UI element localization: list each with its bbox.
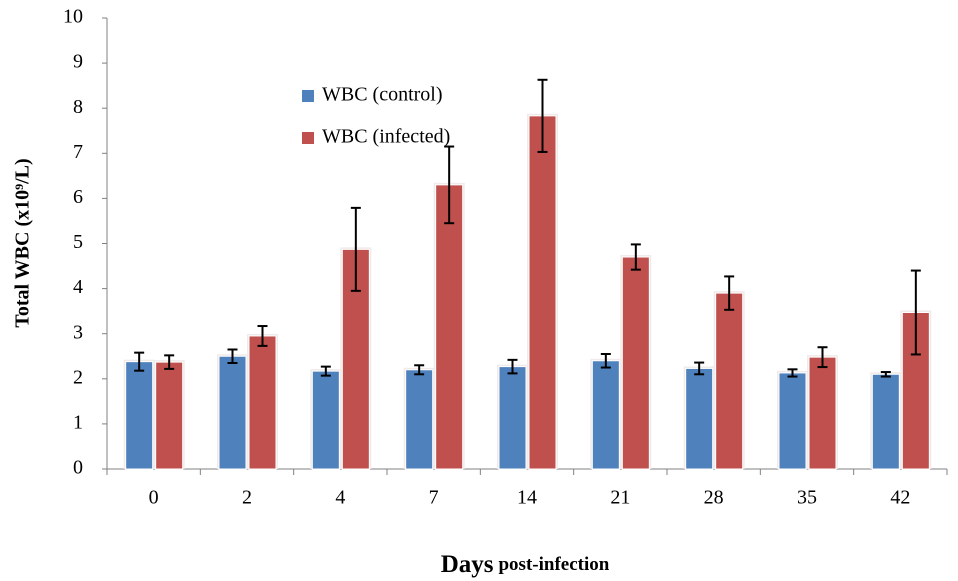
legend-label: WBC (infected) bbox=[322, 126, 450, 148]
bar bbox=[498, 366, 527, 470]
bar bbox=[871, 373, 900, 470]
y-tick-label: 5 bbox=[73, 231, 83, 253]
x-tick-label: 7 bbox=[429, 487, 439, 509]
error-bar bbox=[724, 275, 735, 311]
x-tick-label: 28 bbox=[704, 487, 724, 509]
error-bar bbox=[694, 361, 705, 376]
legend-swatch bbox=[302, 132, 314, 144]
error-bar bbox=[257, 325, 268, 347]
error-bar bbox=[817, 346, 828, 369]
error-bar bbox=[600, 352, 611, 369]
y-tick-label: 8 bbox=[73, 96, 83, 118]
bar bbox=[405, 369, 434, 470]
x-axis-title-sub: post-infection bbox=[498, 554, 609, 575]
error-bar bbox=[630, 243, 641, 271]
x-tick-label: 4 bbox=[335, 487, 345, 509]
bar bbox=[528, 115, 557, 470]
bar bbox=[435, 184, 464, 470]
y-tick-label: 3 bbox=[73, 321, 83, 343]
error-bar bbox=[134, 351, 145, 372]
x-tick-label: 0 bbox=[149, 487, 159, 509]
legend-label: WBC (control) bbox=[322, 84, 443, 106]
error-bar bbox=[537, 78, 548, 153]
y-tick-label: 7 bbox=[73, 141, 83, 163]
x-axis-title-main: Days bbox=[441, 551, 494, 578]
bar bbox=[591, 360, 620, 470]
bar bbox=[155, 361, 184, 470]
y-tick-label: 9 bbox=[73, 51, 83, 73]
x-axis-title: Days post-infection bbox=[441, 551, 610, 578]
bar bbox=[778, 372, 807, 470]
y-tick-label: 4 bbox=[73, 276, 83, 298]
y-tick-label: 10 bbox=[63, 6, 83, 28]
y-tick-label: 6 bbox=[73, 186, 83, 208]
x-tick-label: 35 bbox=[797, 487, 817, 509]
bar bbox=[621, 256, 650, 470]
bar bbox=[218, 355, 247, 470]
error-bar bbox=[320, 365, 331, 377]
y-axis-title: Total WBC (x10⁹/L) bbox=[12, 158, 34, 327]
y-tick-label: 1 bbox=[73, 411, 83, 433]
bar bbox=[715, 292, 744, 470]
error-bar bbox=[507, 358, 518, 375]
error-bar bbox=[414, 364, 425, 376]
error-bar bbox=[227, 348, 238, 365]
legend-swatch bbox=[302, 90, 314, 102]
bar bbox=[808, 356, 837, 470]
y-tick-label: 0 bbox=[73, 457, 83, 479]
x-tick-label: 21 bbox=[610, 487, 630, 509]
bar bbox=[311, 370, 340, 470]
error-bar bbox=[164, 354, 175, 370]
y-tick-label: 2 bbox=[73, 366, 83, 388]
error-bar bbox=[350, 206, 361, 292]
error-bar bbox=[880, 371, 891, 378]
error-bar bbox=[787, 368, 798, 378]
x-tick-label: 14 bbox=[517, 487, 537, 509]
x-tick-label: 2 bbox=[242, 487, 252, 509]
bar bbox=[248, 335, 277, 470]
error-bar bbox=[444, 145, 455, 225]
bar bbox=[125, 361, 154, 470]
error-bar bbox=[910, 269, 921, 356]
x-tick-label: 42 bbox=[890, 487, 910, 509]
bar bbox=[685, 367, 714, 470]
